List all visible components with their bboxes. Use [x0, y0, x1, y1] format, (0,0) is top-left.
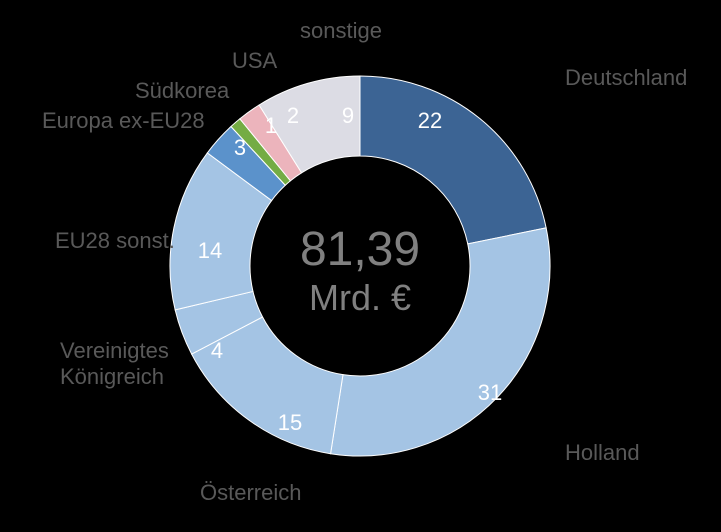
center-value: 81,39 [300, 223, 420, 276]
slice-value: 3 [234, 135, 246, 160]
slice-value: 2 [287, 103, 299, 128]
slice-label: VereinigtesKönigreich [60, 338, 169, 389]
center-unit: Mrd. € [309, 277, 411, 318]
slice-label: Deutschland [565, 65, 687, 90]
slice-label: EU28 sonst. [55, 228, 175, 253]
slice-label: USA [232, 48, 278, 73]
donut-chart: 2231154143129 DeutschlandHollandÖsterrei… [0, 0, 721, 532]
slice-label: Europa ex-EU28 [42, 108, 205, 133]
slice-value: 22 [418, 108, 442, 133]
slice-label: Holland [565, 440, 640, 465]
donut-chart-svg: 2231154143129 DeutschlandHollandÖsterrei… [0, 0, 721, 532]
slice-value: 15 [278, 410, 302, 435]
slice-value: 14 [198, 238, 222, 263]
slice [360, 76, 546, 244]
slice-value: 31 [478, 380, 502, 405]
slice-label: Südkorea [135, 78, 230, 103]
slice-label: Österreich [200, 480, 301, 505]
slice-value: 4 [211, 338, 223, 363]
slice-value: 1 [265, 113, 277, 138]
slice-label: sonstige [300, 18, 382, 43]
slice-value: 9 [342, 103, 354, 128]
